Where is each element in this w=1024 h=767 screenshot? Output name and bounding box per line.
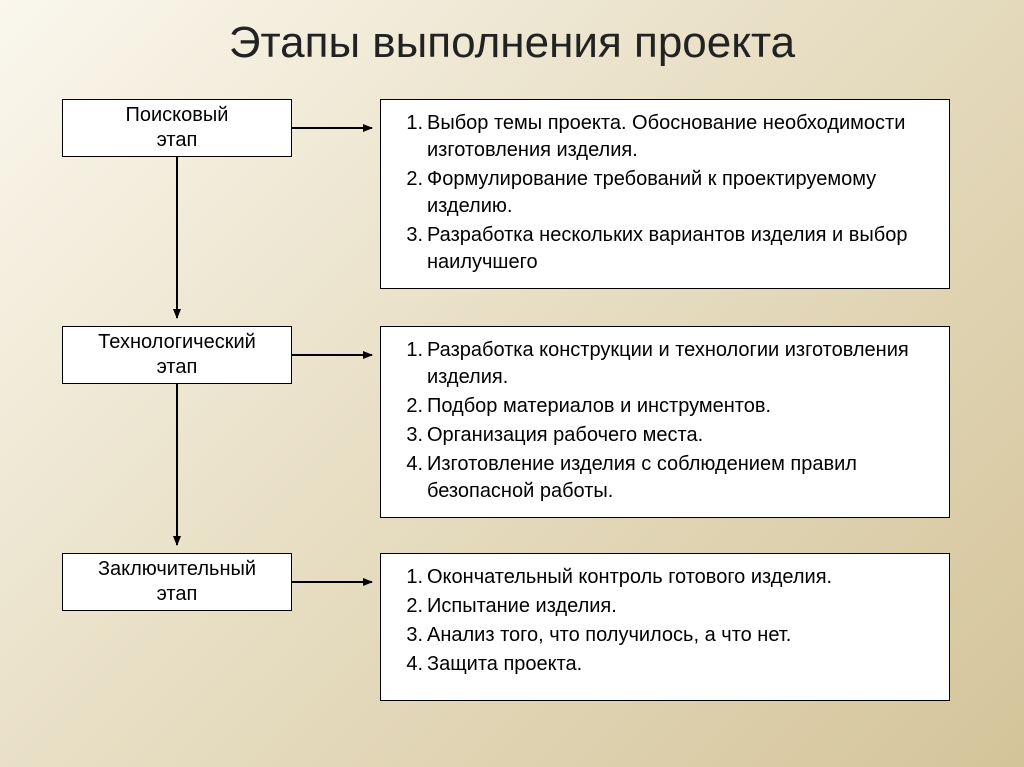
stage-label-line: Технологический xyxy=(98,331,256,353)
list-item: Испытание изделия. xyxy=(395,593,935,620)
stage-box-tech: Технологический этап xyxy=(62,326,292,384)
list-item: Организация рабочего места. xyxy=(395,422,935,449)
stage-label-line: этап xyxy=(157,583,198,605)
detail-box-final: Окончательный контроль готового изделия.… xyxy=(380,553,950,701)
diagram-canvas: Поисковый этап Выбор темы проекта. Обосн… xyxy=(0,86,1024,758)
list-item: Окончательный контроль готового изделия. xyxy=(395,564,935,591)
stage-box-search: Поисковый этап xyxy=(62,99,292,157)
page-title: Этапы выполнения проекта xyxy=(0,0,1024,86)
stage-label-line: Поисковый xyxy=(126,104,229,126)
list-item: Разработка нескольких вариантов изделия … xyxy=(395,222,935,276)
detail-box-search: Выбор темы проекта. Обоснование необходи… xyxy=(380,99,950,289)
list-item: Подбор материалов и инструментов. xyxy=(395,393,935,420)
list-item: Разработка конструкции и технологии изго… xyxy=(395,337,935,391)
list-item: Анализ того, что получилось, а что нет. xyxy=(395,622,935,649)
detail-box-tech: Разработка конструкции и технологии изго… xyxy=(380,326,950,518)
list-item: Формулирование требований к проектируемо… xyxy=(395,166,935,220)
stage-label-line: этап xyxy=(157,129,198,151)
list-item: Защита проекта. xyxy=(395,651,935,678)
stage-label-line: Заключительный xyxy=(98,558,256,580)
list-item: Выбор темы проекта. Обоснование необходи… xyxy=(395,110,935,164)
list-item: Изготовление изделия с соблюдением прави… xyxy=(395,451,935,505)
stage-label-line: этап xyxy=(157,356,198,378)
stage-box-final: Заключительный этап xyxy=(62,553,292,611)
